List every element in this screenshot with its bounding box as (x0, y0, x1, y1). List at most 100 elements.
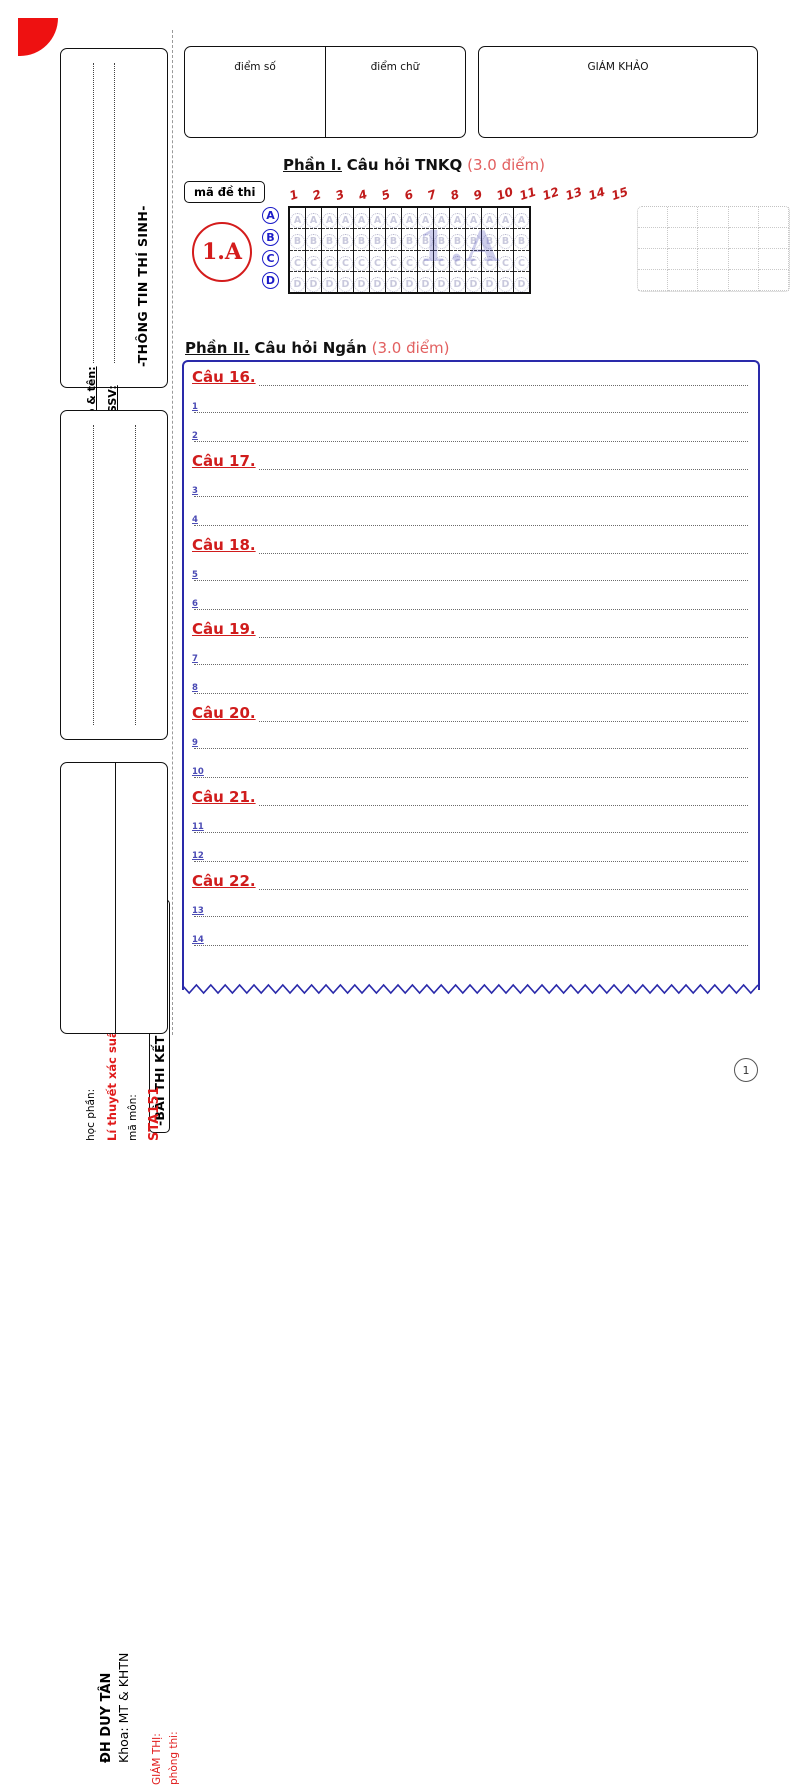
bubble-a-4[interactable]: A (338, 213, 353, 228)
bubble-d-11[interactable]: D (450, 277, 465, 292)
bubble-c-1[interactable]: C (290, 255, 305, 271)
bubble-a-9[interactable]: A (418, 213, 433, 228)
bubble-cell[interactable]: A (353, 207, 370, 229)
bubble-d-5[interactable]: D (354, 277, 369, 292)
score-numeric-cell[interactable]: điểm số (185, 47, 325, 137)
answer-write-line[interactable] (194, 748, 748, 749)
bubble-cell[interactable]: B (417, 228, 434, 251)
bubble-cell[interactable]: D (385, 271, 402, 293)
bubble-c-12[interactable]: C (466, 255, 481, 271)
bubble-c-15[interactable]: C (514, 255, 529, 271)
bubble-cell[interactable]: A (481, 207, 498, 229)
answer-write-line[interactable] (194, 496, 748, 497)
bubble-c-4[interactable]: C (338, 255, 353, 271)
bubble-cell[interactable]: C (465, 250, 482, 272)
answer-write-line[interactable] (194, 805, 748, 806)
bubble-cell[interactable]: D (353, 271, 370, 293)
bubble-b-7[interactable]: B (386, 234, 401, 250)
bubble-cell[interactable]: D (514, 272, 531, 294)
bubble-cell[interactable]: C (449, 250, 466, 272)
answer-write-line[interactable] (194, 385, 748, 386)
answer-write-line[interactable] (194, 580, 748, 581)
bubble-cell[interactable]: D (369, 271, 386, 293)
answer-write-line[interactable] (194, 889, 748, 890)
bubble-cell[interactable]: A (321, 207, 338, 229)
bubble-cell[interactable]: C (513, 250, 530, 272)
answer-write-line[interactable] (194, 916, 748, 917)
bubble-b-5[interactable]: B (354, 234, 369, 250)
bubble-c-8[interactable]: C (402, 255, 417, 271)
bubble-cell[interactable]: B (321, 228, 338, 251)
bubble-b-6[interactable]: B (370, 234, 385, 250)
bubble-c-2[interactable]: C (306, 255, 321, 271)
bubble-d-6[interactable]: D (370, 277, 385, 292)
answer-write-line[interactable] (194, 525, 748, 526)
bubble-c-11[interactable]: C (450, 255, 465, 271)
bubble-a-3[interactable]: A (322, 213, 337, 228)
bubble-c-9[interactable]: C (418, 255, 433, 271)
bubble-cell[interactable]: C (497, 250, 514, 272)
bubble-d-9[interactable]: D (418, 277, 433, 292)
bubble-cell[interactable]: D (417, 271, 434, 293)
bubble-d-7[interactable]: D (386, 277, 401, 292)
bubble-cell[interactable]: C (289, 250, 306, 272)
bubble-cell[interactable]: C (417, 250, 434, 272)
bubble-cell[interactable]: B (353, 228, 370, 251)
bubble-c-10[interactable]: C (434, 255, 449, 271)
bubble-b-13[interactable]: B (482, 234, 497, 250)
bubble-a-1[interactable]: A (290, 213, 305, 228)
bubble-cell[interactable]: A (401, 207, 418, 229)
bubble-a-15[interactable]: A (514, 213, 529, 228)
bubble-a-12[interactable]: A (466, 213, 481, 228)
bubble-cell[interactable]: C (353, 250, 370, 272)
bubble-d-13[interactable]: D (482, 277, 497, 292)
bubble-cell[interactable]: D (289, 271, 306, 293)
bubble-d-8[interactable]: D (402, 277, 417, 292)
bubble-cell[interactable]: A (369, 207, 386, 229)
bubble-cell[interactable]: B (305, 228, 322, 251)
bubble-b-2[interactable]: B (306, 234, 321, 250)
bubble-cell[interactable]: B (369, 228, 386, 251)
bubble-cell[interactable]: D (305, 271, 322, 293)
field-label-room[interactable]: phòng thi: (168, 1731, 180, 1785)
answer-write-line[interactable] (194, 693, 748, 694)
bubble-cell[interactable]: A (305, 207, 322, 229)
bubble-b-9[interactable]: B (418, 234, 433, 250)
bubble-cell[interactable]: C (321, 250, 338, 272)
answer-write-line[interactable] (194, 721, 748, 722)
answer-write-line[interactable] (194, 553, 748, 554)
examiner-box[interactable]: GIÁM KHẢO (478, 46, 758, 138)
bubble-cell[interactable]: C (337, 250, 354, 272)
bubble-cell[interactable]: D (465, 271, 482, 293)
bubble-b-8[interactable]: B (402, 234, 417, 250)
bubble-cell[interactable]: B (401, 228, 418, 251)
studentid-write-line[interactable] (114, 63, 115, 363)
bubble-a-6[interactable]: A (370, 213, 385, 228)
bubble-d-10[interactable]: D (434, 277, 449, 292)
bubble-cell[interactable]: B (465, 228, 482, 251)
answer-write-line[interactable] (194, 469, 748, 470)
bubble-cell[interactable]: A (497, 207, 514, 229)
bubble-a-14[interactable]: A (498, 213, 513, 228)
bubble-c-13[interactable]: C (482, 255, 497, 271)
bubble-cell[interactable]: A (289, 207, 306, 229)
bubble-cell[interactable]: C (385, 250, 402, 272)
bubble-cell[interactable]: D (497, 271, 514, 293)
bubble-cell[interactable]: B (337, 228, 354, 251)
answer-write-line[interactable] (194, 664, 748, 665)
bubble-c-5[interactable]: C (354, 255, 369, 271)
bubble-b-14[interactable]: B (498, 234, 513, 250)
bubble-cell[interactable]: D (449, 271, 466, 293)
bubble-cell[interactable]: A (433, 207, 450, 229)
bubble-d-1[interactable]: D (290, 277, 305, 292)
answer-write-line[interactable] (194, 441, 748, 442)
bubble-cell[interactable]: B (513, 228, 530, 251)
bubble-c-6[interactable]: C (370, 255, 385, 271)
bubble-a-10[interactable]: A (434, 213, 449, 228)
fullname-write-line[interactable] (93, 63, 94, 363)
bubble-b-3[interactable]: B (322, 234, 337, 250)
bubble-c-3[interactable]: C (322, 255, 337, 271)
bubble-cell[interactable]: B (497, 228, 514, 251)
bubble-cell[interactable]: B (481, 228, 498, 251)
bubble-d-2[interactable]: D (306, 277, 321, 292)
